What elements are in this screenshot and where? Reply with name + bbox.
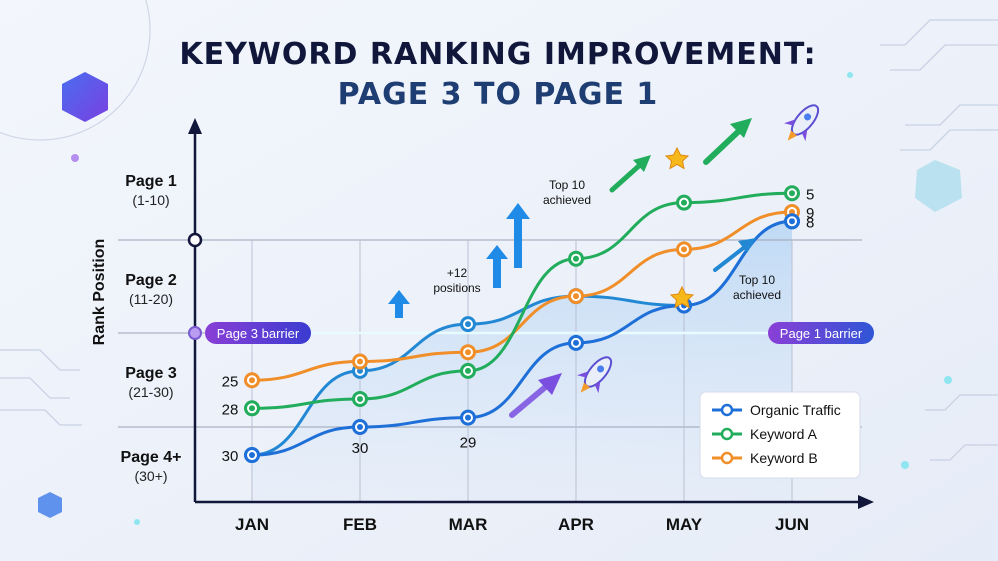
x-tick-mar: MAR [449, 515, 488, 534]
legend-marker-1 [720, 427, 734, 441]
page1-barrier-label: Page 1 barrier [780, 326, 863, 341]
up-arrow-icon [486, 245, 508, 288]
positions-gain-line1: +12 [447, 266, 468, 280]
series-0-point-core-3 [573, 339, 579, 346]
traffic-area-fill [252, 221, 792, 503]
band-range-page2: (11-20) [129, 291, 173, 307]
series-layer: 30 30 29 8 28 5 25 9 [222, 185, 814, 465]
x-tick-feb: FEB [343, 515, 377, 534]
value-label-s0-2: 29 [460, 435, 477, 452]
legend-marker-0 [720, 403, 734, 417]
circuit-lines [0, 19, 998, 461]
hexagon-icon [915, 160, 962, 212]
value-label-s0-5: 8 [806, 214, 814, 231]
legend: Organic Traffic Keyword A Keyword B [699, 391, 861, 479]
star-icon [669, 285, 695, 309]
series-1 [244, 185, 800, 417]
series-1-point-core-5 [789, 190, 795, 197]
legend-label-0: Organic Traffic [750, 402, 841, 418]
series-0-point-core-0 [249, 452, 255, 459]
x-tick-labels: JAN FEB MAR APR MAY JUN [235, 515, 809, 534]
sparkle-icon [71, 154, 79, 162]
band-range-page3: (21-30) [128, 384, 173, 400]
band-range-page1: (1-10) [132, 192, 169, 208]
series-line-2 [250, 210, 794, 382]
sparkle-icon [847, 72, 853, 78]
series-2-point-core-0 [249, 377, 255, 384]
top10-apr-line2: achieved [543, 193, 591, 207]
series-1-point-core-0 [249, 405, 255, 412]
hexagon-icon [62, 72, 108, 122]
positions-gain-line2: positions [433, 281, 480, 295]
series-2-point-core-4 [681, 246, 687, 253]
chart-title-line1: KEYWORD RANKING IMPROVEMENT: [179, 37, 816, 72]
x-tick-jun: JUN [775, 515, 809, 534]
legend-marker-2 [720, 451, 734, 465]
page1-barrier-pill: Page 1 barrier [768, 322, 874, 344]
series-line-0 [250, 219, 794, 457]
series-0 [244, 213, 800, 464]
band-label-page1: Page 1 [125, 173, 177, 190]
top10-may-line2: achieved [733, 288, 781, 302]
band-label-page2: Page 2 [125, 272, 177, 289]
axis-marker-page1 [187, 232, 203, 248]
series-3-point-core-2 [465, 321, 471, 328]
decorative-arc [0, 0, 151, 141]
value-label-s1-5: 5 [806, 186, 814, 203]
legend-label-1: Keyword A [750, 426, 818, 442]
x-axis-arrow [858, 495, 874, 509]
top10-may-line1: Top 10 [739, 273, 775, 287]
chart-title-line2: PAGE 3 TO PAGE 1 [338, 77, 659, 112]
up-arrow-icon [388, 290, 410, 318]
up-arrow-icon [506, 203, 530, 268]
page3-barrier-pill: Page 3 barrier [205, 322, 311, 344]
value-label-s2-5: 9 [806, 205, 814, 222]
series-0-point-core-2 [465, 414, 471, 421]
series-1-point-core-1 [357, 395, 363, 402]
y-axis-title: Rank Position [91, 239, 108, 346]
x-tick-may: MAY [666, 515, 703, 534]
value-label-s0-1: 30 [352, 440, 369, 457]
diagonal-arrow-icon [713, 238, 756, 272]
series-1-point-core-2 [465, 367, 471, 374]
sparkle-icon [134, 519, 140, 525]
series-2-point-core-3 [573, 293, 579, 300]
diagonal-arrow-icon [609, 155, 651, 193]
diagonal-arrow-icon [703, 118, 752, 165]
series-0-point-core-5 [789, 218, 795, 225]
value-label-s2-0: 25 [222, 373, 239, 390]
hexagon-icon [38, 492, 62, 518]
diagonal-arrow-icon [509, 373, 562, 418]
page3-barrier-label: Page 3 barrier [217, 326, 300, 341]
star-icon [664, 146, 690, 170]
series-2-point-core-2 [465, 349, 471, 356]
axis-marker-barrier [188, 326, 202, 340]
x-tick-apr: APR [558, 515, 594, 534]
band-range-page4: (30+) [134, 468, 167, 484]
legend-label-2: Keyword B [750, 450, 818, 466]
y-axis-arrow [188, 118, 202, 134]
series-0-point-core-1 [357, 424, 363, 430]
series-1-point-core-4 [681, 199, 687, 206]
x-tick-jan: JAN [235, 515, 269, 534]
value-label-s0-0: 30 [222, 448, 239, 465]
sparkle-icon [944, 376, 952, 384]
series-1-point-core-3 [573, 255, 579, 262]
value-label-s1-0: 28 [222, 401, 239, 418]
band-label-page3: Page 3 [125, 365, 177, 382]
sparkle-icon [901, 461, 909, 469]
rocket-icon [576, 356, 613, 394]
rocket-icon [783, 104, 820, 142]
band-label-page4: Page 4+ [121, 449, 182, 466]
top10-apr-line1: Top 10 [549, 178, 585, 192]
series-2-point-core-1 [357, 358, 363, 365]
